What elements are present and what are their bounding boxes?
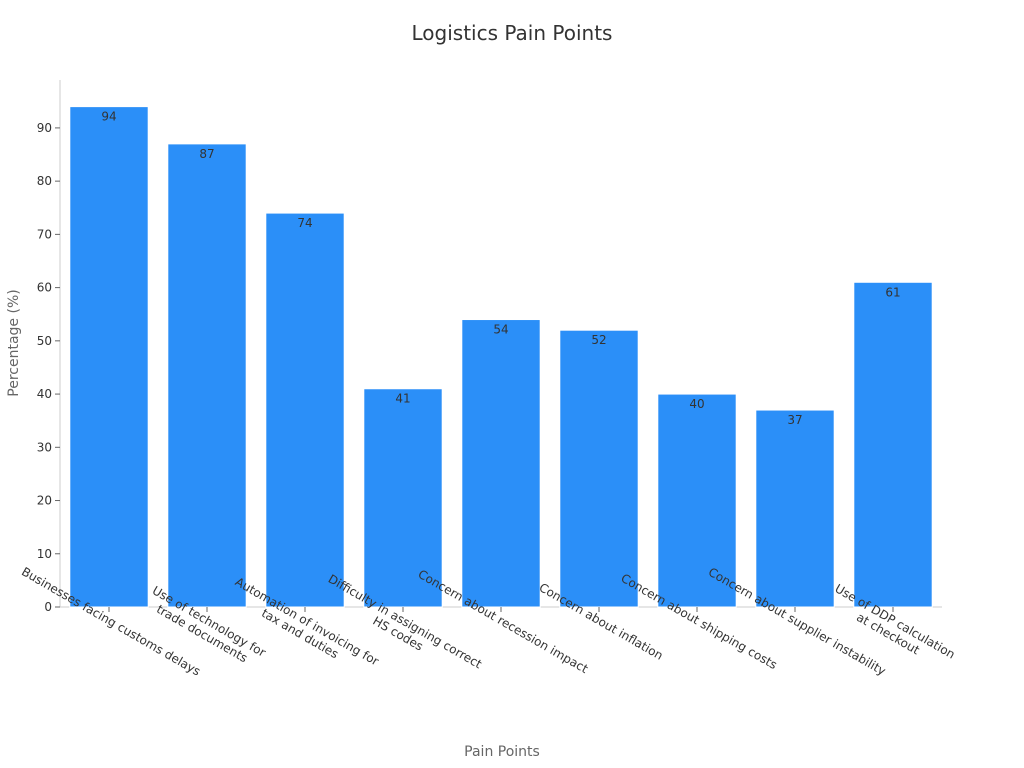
- bar-value-label: 52: [591, 333, 606, 347]
- y-tick-label: 50: [37, 334, 52, 348]
- y-axis-ticks: 0 10 20 30 40 50 60 70 80 90: [37, 121, 60, 614]
- bar-value-label: 37: [787, 413, 802, 427]
- bar: [461, 319, 541, 608]
- bar: [265, 212, 345, 608]
- bar-value-label: 54: [493, 323, 508, 337]
- y-tick-label: 80: [37, 174, 52, 188]
- bars: 94 87 74 41 54 52 40 37 61: [69, 106, 933, 608]
- bar-value-label: 41: [395, 392, 410, 406]
- chart-title: Logistics Pain Points: [412, 21, 613, 45]
- bar: [657, 393, 737, 608]
- bar: [559, 329, 639, 608]
- bar-value-label: 61: [885, 285, 900, 299]
- y-tick-label: 40: [37, 387, 52, 401]
- y-tick-label: 90: [37, 121, 52, 135]
- bar-value-label: 87: [199, 147, 214, 161]
- y-tick-label: 0: [44, 600, 52, 614]
- bar-value-label: 74: [297, 216, 312, 230]
- bar: [853, 281, 933, 608]
- bar-value-label: 94: [101, 110, 116, 124]
- bar-value-label: 40: [689, 397, 704, 411]
- bar: [69, 106, 149, 608]
- y-tick-label: 70: [37, 227, 52, 241]
- y-axis-title: Percentage (%): [6, 289, 22, 396]
- bar: [363, 388, 443, 608]
- y-tick-label: 60: [37, 281, 52, 295]
- y-tick-label: 20: [37, 494, 52, 508]
- bar: [755, 409, 835, 608]
- x-axis-title: Pain Points: [464, 744, 540, 760]
- bar: [167, 143, 247, 608]
- y-tick-label: 30: [37, 440, 52, 454]
- y-tick-label: 10: [37, 547, 52, 561]
